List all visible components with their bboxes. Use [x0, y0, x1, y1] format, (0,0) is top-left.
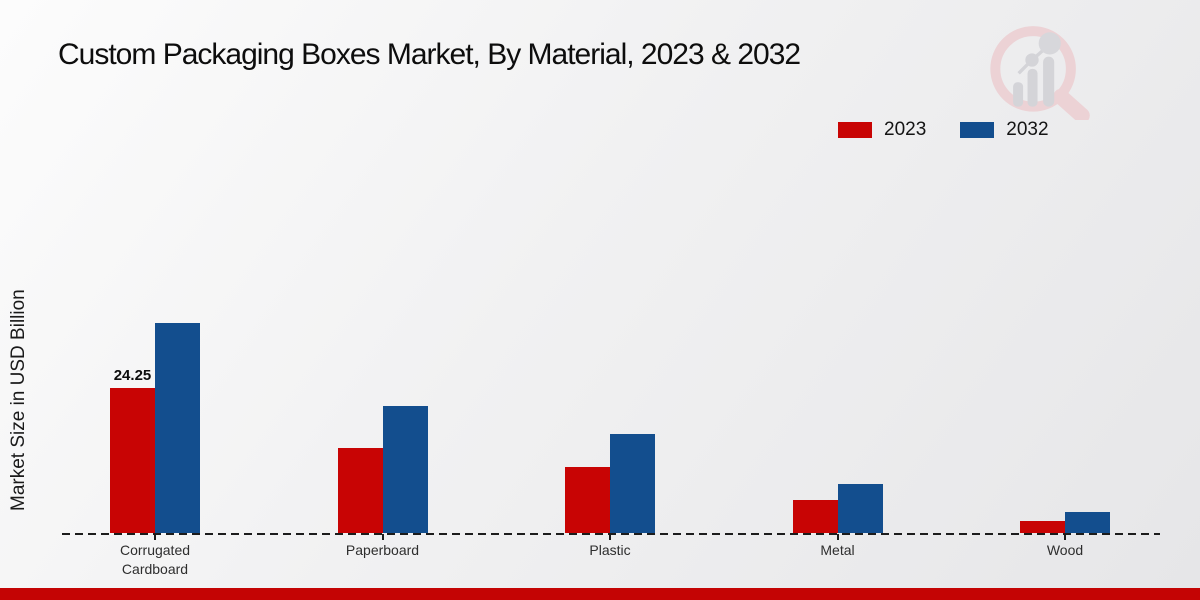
- x-axis-tick-corrugated-cardboard: [154, 534, 156, 540]
- bar-2023-wood: [1020, 521, 1065, 533]
- bar-2023-metal: [792, 500, 838, 533]
- legend-item-2032: 2032: [960, 119, 1049, 141]
- bar-2032-metal: [837, 484, 883, 533]
- x-axis-tick-metal: [836, 534, 839, 540]
- magnifier-bar-chart-logo-icon: [990, 26, 1090, 120]
- bar-2032-paperboard: [382, 406, 428, 533]
- bar-2023-paperboard: [337, 448, 383, 533]
- category-label-plastic: Plastic: [589, 542, 631, 558]
- bar-2032-corrugated-cardboard: [155, 323, 200, 533]
- legend-label-2023: 2023: [884, 119, 927, 140]
- legend-label-2032: 2032: [1006, 119, 1049, 140]
- x-axis-tick-paperboard: [381, 534, 384, 540]
- legend-swatch-2023: [838, 122, 872, 138]
- chart-title: Custom Packaging Boxes Market, By Materi…: [58, 38, 801, 71]
- legend-item-2023: 2023: [838, 119, 926, 141]
- bar-value-label-corrugated-cardboard: 24.25: [113, 367, 152, 384]
- category-label-metal: Metal: [820, 542, 855, 558]
- category-label-paperboard: Paperboard: [345, 542, 420, 558]
- footer-accent-strip: [0, 588, 1200, 600]
- bar-2023-corrugated-cardboard: [110, 388, 155, 533]
- bar-2023-plastic: [565, 467, 610, 533]
- legend: 2023 2032: [838, 119, 1049, 141]
- category-label-corrugated-cardboard: Corrugated Cardboard: [119, 542, 191, 577]
- x-axis-tick-wood: [1064, 534, 1066, 540]
- bar-2032-plastic: [610, 434, 655, 533]
- bar-2032-wood: [1065, 512, 1110, 533]
- x-axis-tick-plastic: [609, 534, 611, 540]
- category-label-wood: Wood: [1046, 542, 1084, 558]
- legend-swatch-2032: [960, 122, 995, 138]
- x-axis-baseline: [62, 533, 1160, 535]
